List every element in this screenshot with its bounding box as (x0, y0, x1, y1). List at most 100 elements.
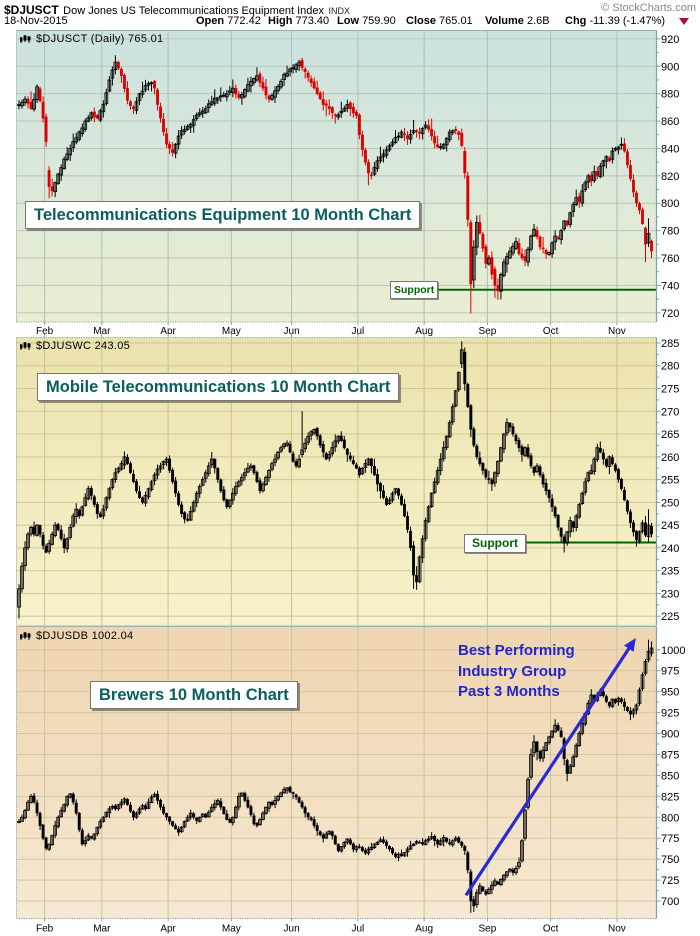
close-value: 765.01 (439, 15, 473, 27)
svg-text:880: 880 (661, 89, 679, 101)
svg-text:840: 840 (661, 143, 679, 155)
copyright: © StockCharts.com (601, 2, 696, 14)
volume-label: Volume (485, 15, 524, 27)
svg-text:850: 850 (661, 770, 679, 782)
panel2-ticker-label: $DJUSWC 243.05 (20, 340, 130, 352)
panel1-ticker-text: $DJUSCT (Daily) 765.01 (36, 33, 164, 45)
svg-text:285: 285 (661, 338, 679, 350)
month-axis-labels: Feb Mar Apr May Jun Jul Aug Sep Oct Nov Feb Mar Apr M… (36, 322, 626, 935)
svg-text:900: 900 (661, 61, 679, 73)
panel2-candlesticks (17, 341, 653, 619)
svg-text:275: 275 (661, 384, 679, 396)
svg-text:Oct: Oct (543, 924, 559, 935)
svg-text:1000: 1000 (661, 645, 685, 657)
svg-text:820: 820 (661, 171, 679, 183)
svg-text:235: 235 (661, 566, 679, 578)
change-down-arrow-icon (679, 18, 689, 25)
panel1-support-label: Support (390, 281, 439, 299)
panel3-annotation: Brewers 10 Month Chart (90, 681, 298, 709)
change-label: Chg (565, 15, 587, 27)
panel3-ticker-label: $DJUSDB 1002.04 (20, 630, 133, 642)
svg-text:225: 225 (661, 611, 679, 623)
svg-text:760: 760 (661, 253, 679, 265)
panel1-candlesticks (17, 55, 653, 314)
panel1-ticker-label: $DJUSCT (Daily) 765.01 (20, 33, 163, 45)
svg-text:800: 800 (661, 812, 679, 824)
ticker-symbol: $DJUSCT (4, 3, 59, 17)
stockcharts-logo-icon (20, 342, 31, 350)
panel3-trend-arrow (464, 638, 636, 897)
svg-text:Jul: Jul (351, 326, 364, 337)
svg-text:Oct: Oct (543, 326, 559, 337)
svg-text:Apr: Apr (160, 924, 176, 935)
svg-text:Sep: Sep (478, 326, 496, 337)
svg-text:725: 725 (661, 875, 679, 887)
svg-text:Sep: Sep (478, 924, 496, 935)
svg-text:860: 860 (661, 116, 679, 128)
svg-text:230: 230 (661, 588, 679, 600)
svg-text:240: 240 (661, 543, 679, 555)
panel2-ticker-text: $DJUSWC 243.05 (36, 340, 131, 352)
exchange-tag: INDX (328, 6, 350, 16)
open-value: 772.42 (227, 15, 261, 27)
svg-text:Jul: Jul (351, 924, 364, 935)
svg-text:920: 920 (661, 34, 679, 46)
svg-text:Nov: Nov (608, 924, 626, 935)
svg-text:825: 825 (661, 791, 679, 803)
quote-change: Chg -11.39 (-1.47%) (565, 15, 665, 27)
svg-text:Mar: Mar (93, 924, 111, 935)
svg-text:270: 270 (661, 406, 679, 418)
svg-text:Feb: Feb (36, 326, 54, 337)
svg-text:800: 800 (661, 198, 679, 210)
panel3-border (16, 626, 658, 919)
svg-text:740: 740 (661, 280, 679, 292)
panel2-border (16, 337, 658, 627)
svg-text:Mar: Mar (93, 326, 111, 337)
quote-date: 18-Nov-2015 (4, 15, 68, 27)
svg-text:925: 925 (661, 708, 679, 720)
quote-close: Close 765.01 (406, 15, 473, 27)
svg-text:Feb: Feb (36, 924, 54, 935)
stockcharts-logo-icon (20, 35, 31, 43)
svg-text:Jun: Jun (284, 326, 300, 337)
panel3-background (16, 626, 657, 919)
svg-text:700: 700 (661, 896, 679, 908)
svg-text:255: 255 (661, 475, 679, 487)
high-value: 773.40 (295, 15, 330, 27)
svg-text:265: 265 (661, 429, 679, 441)
svg-text:250: 250 (661, 497, 679, 509)
quote-high: High 773.40 (268, 15, 329, 27)
quote-volume: Volume 2.6B (485, 15, 550, 27)
close-label: Close (406, 15, 436, 27)
quote-open: Open 772.42 (196, 15, 261, 27)
highlight-note-line2: Industry Group (458, 662, 567, 680)
svg-text:775: 775 (661, 833, 679, 845)
panel3-candlesticks (17, 639, 654, 913)
svg-text:Aug: Aug (415, 924, 433, 935)
header-title-row: $DJUSCT Dow Jones US Telecommunications … (4, 1, 696, 17)
low-label: Low (337, 15, 359, 27)
svg-text:260: 260 (661, 452, 679, 464)
stockcharts-logo-icon (20, 632, 31, 640)
panel3-gridlines-and-y-axis: 1000 975 950 925 900 875 850 825 800 775 750 725 700 (16, 626, 685, 919)
low-value: 759.90 (362, 15, 396, 27)
change-value: -11.39 (-1.47%) (589, 15, 666, 27)
svg-text:780: 780 (661, 226, 679, 238)
svg-text:950: 950 (661, 687, 679, 699)
svg-text:Apr: Apr (160, 326, 176, 337)
volume-value: 2.6B (526, 15, 550, 27)
panel2-annotation: Mobile Telecommunications 10 Month Chart (37, 373, 400, 401)
svg-text:720: 720 (661, 308, 679, 320)
panel1-annotation: Telecommunications Equipment 10 Month Ch… (25, 201, 421, 229)
chart-header: $DJUSCT Dow Jones US Telecommunications … (0, 0, 700, 29)
svg-text:975: 975 (661, 666, 679, 678)
svg-text:280: 280 (661, 361, 679, 373)
svg-text:May: May (222, 924, 241, 935)
index-name: Dow Jones US Telecommunications Equipmen… (63, 5, 325, 17)
panel3-highlight-note: Best Performing Industry Group Past 3 Mo… (458, 641, 575, 703)
panel3-ticker-text: $DJUSDB 1002.04 (36, 630, 134, 642)
svg-text:Aug: Aug (415, 326, 433, 337)
highlight-note-line3: Past 3 Months (458, 683, 560, 700)
